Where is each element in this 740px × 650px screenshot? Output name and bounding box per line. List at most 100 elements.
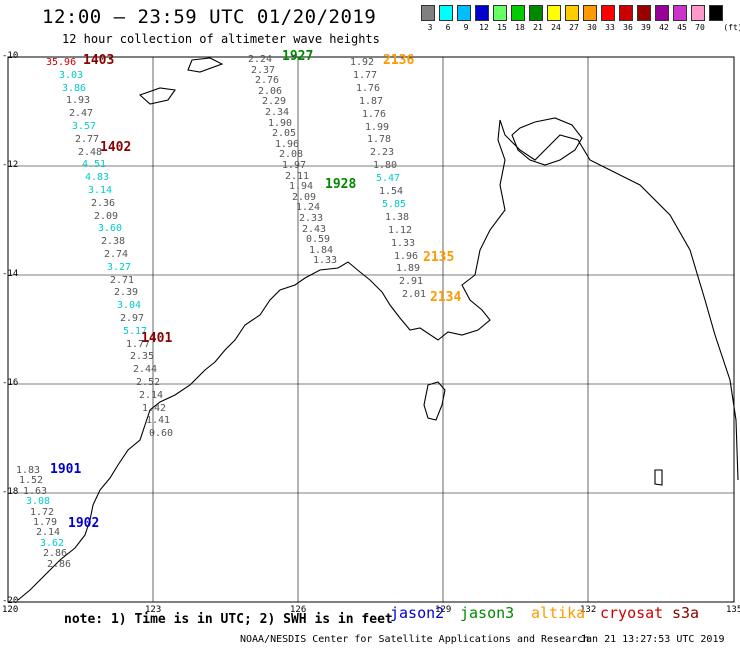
track-time-label: 1402	[100, 140, 132, 155]
legend-label: 6	[445, 23, 451, 32]
cryosat-wave-height: 2.47	[69, 108, 94, 119]
jason2-wave-height: 1.72	[30, 507, 55, 518]
jason2-wave-height: 1.79	[33, 517, 58, 528]
jason2-wave-height: 1.83	[16, 465, 41, 476]
legend-swatch	[565, 5, 579, 21]
jason3-wave-height: 2.05	[272, 128, 297, 139]
sumba-island	[138, 87, 176, 105]
legend-swatch	[439, 5, 453, 21]
legend-swatch	[619, 5, 633, 21]
latitude-label: -14	[2, 269, 19, 279]
cryosat-wave-height: 2.38	[101, 236, 126, 247]
jason2-wave-height: 2.86	[47, 559, 72, 570]
legend-swatch	[421, 5, 435, 21]
track-time-label: 1401	[141, 331, 173, 346]
jason2-wave-height: 1.63	[23, 486, 48, 497]
altika-wave-height: 1.78	[367, 134, 392, 145]
track-time-label: 2134	[430, 290, 462, 305]
legend-swatch	[637, 5, 651, 21]
timor-island	[187, 57, 224, 73]
jason2-wave-height: 2.86	[43, 548, 68, 559]
legend-swatch	[457, 5, 471, 21]
legend-swatch	[583, 5, 597, 21]
cryosat-wave-height: 1.93	[66, 95, 91, 106]
track-time-label: 1902	[68, 516, 100, 531]
cryosat-wave-height: 2.39	[114, 287, 139, 298]
track-time-label: 1901	[50, 462, 82, 477]
altika-wave-height: 1.96	[394, 251, 419, 262]
jason3-wave-height: 2.11	[285, 171, 310, 182]
footer-credit: NOAA/NESDIS Center for Satellite Applica…	[240, 634, 590, 645]
legend-swatch	[709, 5, 723, 21]
altika-wave-height: 5.47	[376, 173, 401, 184]
altika-wave-height: 1.76	[362, 109, 387, 120]
cryosat-wave-height: 1.42	[142, 403, 167, 414]
cryosat-wave-height: 1.41	[146, 415, 171, 426]
altika-wave-height: 1.12	[388, 225, 413, 236]
legend-label: 21	[533, 23, 543, 32]
jason3-wave-height: 2.24	[248, 54, 273, 65]
legend-label: 12	[479, 23, 489, 32]
jason3-wave-height: 1.96	[275, 139, 300, 150]
timestamp: Jan 21 13:27:53 UTC 2019	[580, 634, 725, 645]
altika-wave-height: 2.91	[399, 276, 424, 287]
altika-wave-height: 1.87	[359, 96, 384, 107]
map-title: 12:00 – 23:59 UTC 01/20/2019	[42, 6, 377, 28]
legend-label: 70	[695, 23, 705, 32]
satellite-label-cryosat: cryosat	[600, 604, 664, 622]
cryosat-wave-height: 2.52	[136, 377, 161, 388]
legend-label: 3	[427, 23, 433, 32]
legend-swatch	[601, 5, 615, 21]
cryosat-wave-height: 2.14	[139, 390, 164, 401]
jason3-wave-height: 1.94	[289, 181, 314, 192]
latitude-label: -18	[2, 487, 19, 497]
jason3-wave-height: 2.37	[251, 65, 276, 76]
cryosat-wave-height: 2.97	[120, 313, 145, 324]
latitude-label: -10	[2, 51, 19, 61]
australia-coastline	[17, 119, 739, 601]
cryosat-wave-height: 2.74	[104, 249, 129, 260]
legend-label: 15	[497, 23, 507, 32]
cryosat-wave-height: 2.44	[133, 364, 158, 375]
jason3-wave-height: 2.43	[302, 224, 327, 235]
jason3-wave-height: 2.76	[255, 75, 280, 86]
track-time-label: 2136	[383, 53, 415, 68]
altika-wave-height: 1.77	[353, 70, 378, 81]
jason2-wave-height: 3.62	[40, 538, 65, 549]
jason3-wave-height: 1.84	[309, 245, 334, 256]
cryosat-wave-height: 2.71	[110, 275, 135, 286]
track-time-label: 1403	[83, 53, 115, 68]
jason3-wave-height: 1.90	[268, 118, 293, 129]
cryosat-wave-height: 0.60	[149, 428, 174, 439]
longitude-label: 132	[580, 605, 597, 615]
cryosat-wave-height: 2.09	[94, 211, 119, 222]
legend-swatch	[511, 5, 525, 21]
altika-wave-height: 5.85	[382, 199, 407, 210]
legend-label: 42	[659, 23, 669, 32]
cryosat-wave-height: 3.27	[107, 262, 132, 273]
cryosat-wave-height: 4.51	[82, 159, 107, 170]
altika-wave-height: 1.33	[391, 238, 416, 249]
cryosat-wave-height: 2.48	[78, 147, 103, 158]
latitude-label: -12	[2, 160, 19, 170]
legend-label: 24	[551, 23, 561, 32]
legend-swatch	[547, 5, 561, 21]
longitude-label: 135	[726, 605, 740, 615]
jason3-wave-height: 1.24	[296, 202, 321, 213]
jason2-wave-height: 1.52	[19, 475, 44, 486]
coastline	[17, 57, 739, 601]
jason3-wave-height: 2.29	[262, 96, 287, 107]
legend-label: 33	[605, 23, 615, 32]
longitude-label: 120	[2, 605, 19, 615]
satellite-label-jason2: jason2	[390, 604, 445, 622]
legend-swatch	[673, 5, 687, 21]
cryosat-wave-height: 3.14	[88, 185, 113, 196]
jason3-wave-height: 2.06	[258, 86, 283, 97]
graticule	[8, 57, 734, 602]
melville-island	[511, 117, 583, 166]
longitude-label: 126	[290, 605, 307, 615]
cryosat-wave-height: 3.04	[117, 300, 142, 311]
track-time-label: 1927	[282, 49, 314, 64]
altika-wave-height: 1.92	[350, 57, 375, 68]
jason3-wave-height: 1.97	[282, 160, 307, 171]
